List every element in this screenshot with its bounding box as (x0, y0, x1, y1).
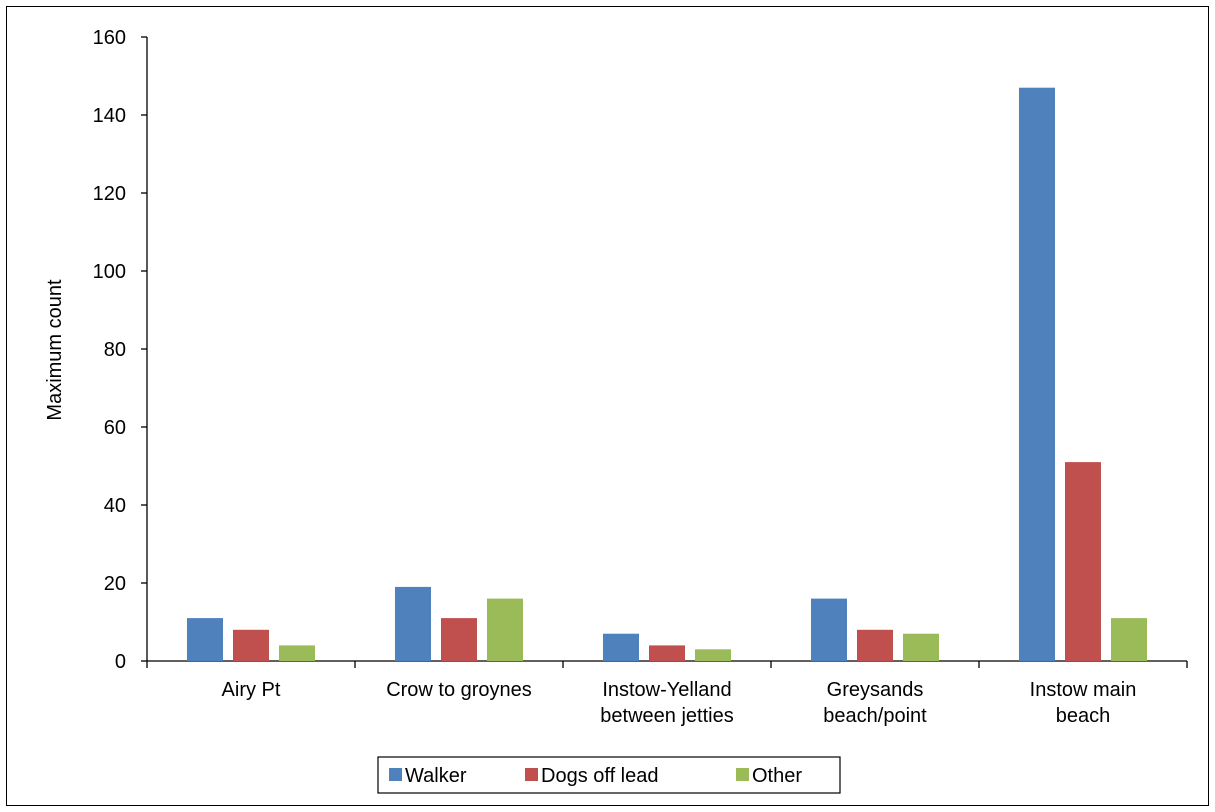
y-tick-label: 160 (93, 27, 126, 49)
legend-label: Walker (405, 765, 467, 787)
legend: Walker Dogs off lead Other (377, 756, 841, 794)
y-tick-label: 80 (104, 339, 126, 361)
bar (1019, 87, 1055, 661)
x-category-label: Airy Pt (222, 679, 281, 701)
bar (1111, 618, 1147, 661)
y-tick-label: 60 (104, 417, 126, 439)
y-tick-label: 100 (93, 261, 126, 283)
bar (695, 649, 731, 661)
bar (1065, 462, 1101, 661)
bar (233, 629, 269, 661)
chart-frame (6, 6, 1209, 806)
y-tick-label: 20 (104, 573, 126, 595)
y-axis-title: Maximum count (44, 279, 66, 421)
bar (811, 598, 847, 661)
bar (603, 633, 639, 661)
x-category-label: Greysands (827, 679, 924, 701)
legend-swatch (525, 768, 538, 781)
legend-swatch (389, 768, 402, 781)
bar (649, 645, 685, 661)
bar (903, 633, 939, 661)
bar (187, 618, 223, 661)
y-tick-label: 120 (93, 183, 126, 205)
bar (857, 629, 893, 661)
x-category-label: between jetties (600, 705, 733, 727)
legend-swatch (736, 768, 749, 781)
legend-box (377, 756, 841, 794)
x-category-label: Instow main (1030, 679, 1137, 701)
bar (279, 645, 315, 661)
x-category-label: Instow-Yelland (602, 679, 731, 701)
y-tick-label: 0 (115, 651, 126, 673)
legend-label: Dogs off lead (541, 765, 659, 787)
y-tick-label: 40 (104, 495, 126, 517)
plot-area: 0 20 40 60 80 100 120 140 160 Airy Pt Crow to groy… (93, 27, 1188, 727)
bar (441, 618, 477, 661)
y-tick-label: 140 (93, 105, 126, 127)
x-category-label: beach (1056, 705, 1111, 727)
bar (487, 598, 523, 661)
bar (395, 586, 431, 661)
legend-label: Other (752, 765, 802, 787)
x-category-label: Crow to groynes (386, 679, 532, 701)
x-category-label: beach/point (823, 705, 927, 727)
